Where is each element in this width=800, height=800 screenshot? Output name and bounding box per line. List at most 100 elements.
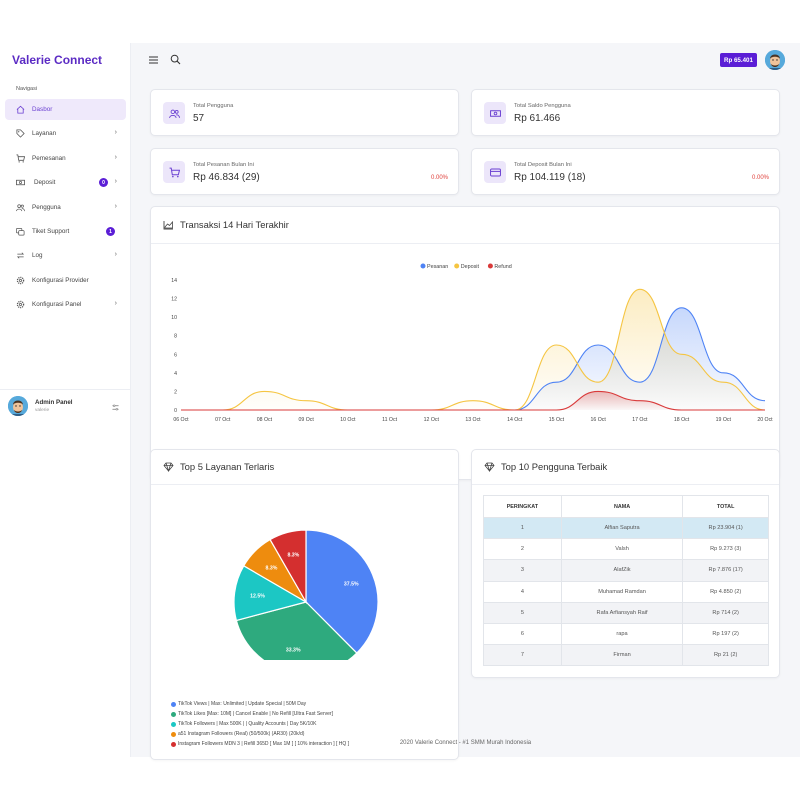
sidebar-item-pengguna[interactable]: Pengguna › — [5, 197, 126, 218]
divider — [151, 484, 458, 485]
stat-value: Rp 46.834 (29) — [193, 172, 260, 183]
stat-card-total-balance: Total Saldo Pengguna Rp 61.466 — [471, 89, 780, 136]
rank-cell: 4 — [483, 580, 562, 603]
legend-item[interactable]: a51 Instagram Followers (Real) (50/500k)… — [171, 731, 304, 737]
total-cell: Rp 7.876 (17) — [682, 559, 769, 582]
sidebar-item-label: Pemesanan — [32, 155, 66, 162]
legend-marker — [171, 741, 176, 747]
table-row[interactable]: 5 Rafa Arfiansyah Raif Rp 714 (2) — [483, 601, 769, 624]
table-row[interactable]: 2 Valsh Rp 9.273 (3) — [483, 538, 769, 561]
pie-slice-label: 12.5% — [250, 593, 265, 599]
legend-label: Instagram Followers MDN 3 | Refill 365D … — [178, 741, 350, 747]
sidebar-item-log[interactable]: Log › — [5, 245, 126, 266]
diamond-icon — [163, 462, 174, 472]
money-icon — [16, 179, 25, 186]
table-row[interactable]: 3 AlafZik Rp 7.876 (17) — [483, 559, 769, 582]
sidebar-item-label: Deposit — [34, 179, 56, 186]
legend-item[interactable]: TikTok Followers | Max 500K | | Quality … — [171, 721, 316, 727]
table-row[interactable]: 7 Firman Rp 21 (2) — [483, 644, 769, 667]
table-row[interactable]: 4 Muhamad Ramdan Rp 4.850 (2) — [483, 580, 769, 603]
total-cell: Rp 4.850 (2) — [682, 580, 769, 603]
top-users-table: PERINGKAT NAMA TOTAL 1 Alfian Saputra Rp 2… — [483, 495, 769, 667]
settings-icon[interactable] — [112, 404, 119, 411]
name-cell: rapa — [560, 622, 684, 646]
x-tick-label: 12 Oct — [424, 417, 440, 423]
legend-marker — [171, 731, 176, 737]
brand-logo[interactable]: Valerie Connect — [12, 53, 103, 67]
x-tick-label: 14 Oct — [507, 417, 523, 423]
legend-marker — [171, 701, 176, 707]
card-title-text: Top 5 Layanan Terlaris — [180, 461, 275, 472]
rank-cell: 2 — [483, 538, 562, 561]
sidebar-item-dasbor[interactable]: Dasbor — [5, 99, 126, 120]
search-icon[interactable] — [170, 54, 181, 65]
sidebar-item-label: Dasbor — [32, 106, 53, 113]
series-area-deposit — [181, 289, 765, 410]
sidebar-item-konfigurasi-panel[interactable]: Konfigurasi Panel › — [5, 294, 126, 315]
top-users-card: Top 10 Pengguna Terbaik PERINGKAT NAMA T… — [471, 449, 780, 678]
avatar[interactable] — [8, 396, 28, 416]
y-tick-label: 8 — [174, 334, 177, 340]
pie-slice-label: 8.3% — [266, 565, 278, 571]
stat-value: Rp 61.466 — [514, 113, 561, 124]
pie-slice — [233, 564, 308, 622]
top-users-title: Top 10 Pengguna Terbaik — [484, 461, 607, 472]
legend-label: TikTok Likes [Max: 10M] | Cancel Enable … — [178, 711, 333, 717]
stat-label: Total Pesanan Bulan Ini — [193, 162, 254, 168]
chevron-right-icon: › — [114, 251, 117, 258]
x-tick-label: 07 Oct — [215, 417, 231, 423]
home-icon — [16, 105, 25, 114]
x-tick-label: 20 Oct — [757, 417, 773, 423]
name-cell: AlafZik — [560, 559, 684, 582]
table-row[interactable]: 6 rapa Rp 197 (2) — [483, 622, 769, 646]
y-tick-label: 6 — [174, 352, 177, 358]
menu-icon[interactable] — [149, 56, 158, 64]
area-chart-icon — [163, 220, 173, 229]
stat-label: Total Deposit Bulan Ini — [514, 162, 572, 168]
x-tick-label: 18 Oct — [674, 417, 690, 423]
sidebar-item-deposit[interactable]: Deposit 0 › — [5, 172, 126, 193]
sidebar-item-tiket-support[interactable]: Tiket Support 1 — [5, 221, 126, 242]
top-services-card: Top 5 Layanan Terlaris 37.5% 33.3% 12.5% 8.… — [150, 449, 459, 760]
transactions-line-chart: 0 2 4 6 8 10 12 14 06 Oct 07 Oct 08 Oct 09 Oct 10 Oc… — [171, 263, 773, 423]
y-tick-label: 10 — [171, 315, 177, 321]
user-username: valerie — [35, 408, 50, 413]
pie-slice-label: 33.3% — [286, 647, 301, 653]
money-icon — [484, 102, 506, 124]
divider — [472, 484, 779, 485]
column-header[interactable]: TOTAL — [682, 495, 769, 518]
sidebar-item-label: Konfigurasi Provider — [32, 277, 89, 284]
sidebar-item-pemesanan[interactable]: Pemesanan › — [5, 148, 126, 169]
x-tick-label: 11 Oct — [382, 417, 397, 423]
x-tick-label: 06 Oct — [173, 417, 189, 423]
total-cell: Rp 9.273 (3) — [682, 538, 769, 561]
legend-item[interactable]: TikTok Views | Max: Unlimited | Update S… — [171, 701, 306, 707]
total-cell: Rp 714 (2) — [682, 601, 769, 624]
legend-marker — [487, 263, 493, 269]
nav-caption: Navigasi — [16, 86, 38, 92]
gear-icon — [16, 300, 25, 309]
pie-slice-label: 37.5% — [344, 581, 359, 587]
column-header[interactable]: NAMA — [560, 495, 684, 518]
user-name: Admin Panel — [35, 399, 73, 406]
avatar[interactable] — [765, 50, 785, 70]
x-tick-label: 08 Oct — [257, 417, 273, 423]
total-cell: Rp 21 (2) — [682, 644, 769, 667]
cart-icon — [163, 161, 185, 183]
column-header[interactable]: PERINGKAT — [483, 495, 562, 518]
topbar: Rp 65.401 — [131, 43, 800, 79]
table-row[interactable]: 1 Alfian Saputra Rp 23.904 (1) — [483, 516, 769, 540]
sidebar-item-layanan[interactable]: Layanan › — [5, 123, 126, 144]
sidebar-item-konfigurasi-provider[interactable]: Konfigurasi Provider — [5, 270, 126, 291]
legend-label: Pesanan — [427, 264, 448, 270]
legend-item[interactable]: TikTok Likes [Max: 10M] | Cancel Enable … — [171, 711, 333, 717]
name-cell: Rafa Arfiansyah Raif — [560, 601, 684, 624]
balance-badge[interactable]: Rp 65.401 — [720, 53, 757, 67]
sidebar-item-label: Konfigurasi Panel — [32, 301, 82, 308]
chevron-right-icon: › — [114, 154, 117, 161]
legend-item[interactable]: Instagram Followers MDN 3 | Refill 365D … — [171, 741, 349, 747]
stat-card-orders-month: Total Pesanan Bulan Ini Rp 46.834 (29) 0… — [150, 148, 459, 195]
x-tick-label: 16 Oct — [590, 417, 606, 423]
top-services-title: Top 5 Layanan Terlaris — [163, 461, 274, 472]
user-profile[interactable]: Admin Panel valerie — [8, 396, 126, 420]
